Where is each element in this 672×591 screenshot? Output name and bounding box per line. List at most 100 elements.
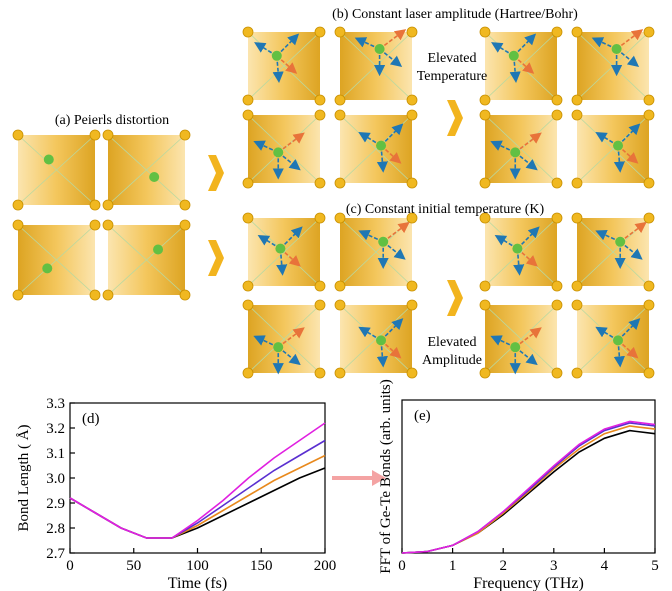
atom-te <box>315 110 325 120</box>
note-b-2: Temperature <box>417 69 488 84</box>
diagram <box>13 27 654 378</box>
atom-te <box>480 110 490 120</box>
atom-te <box>335 300 345 310</box>
y-tick-label: 3.1 <box>46 446 65 462</box>
atom-te <box>180 220 190 230</box>
step-arrow <box>447 100 463 136</box>
atom-te <box>243 95 253 105</box>
atom-te <box>407 178 417 188</box>
atom-te <box>243 368 253 378</box>
atom-te <box>407 368 417 378</box>
atom-ge <box>272 51 282 61</box>
atom-te <box>103 200 113 210</box>
step-arrow <box>208 240 224 276</box>
figure: (a) Peierls distortion (b) Constant lase… <box>0 0 672 591</box>
atom-te <box>243 300 253 310</box>
atom-te <box>552 368 562 378</box>
panel-label: (d) <box>82 411 100 427</box>
atom-te <box>407 95 417 105</box>
note-b-1: Elevated <box>428 51 477 66</box>
atom-te <box>552 95 562 105</box>
x-tick-label: 4 <box>601 558 609 574</box>
atom-ge <box>42 263 52 273</box>
atom-te <box>315 300 325 310</box>
atom-ge <box>375 44 385 54</box>
y-tick-label: 2.7 <box>46 546 65 562</box>
atom-te <box>644 281 654 291</box>
atom-ge <box>510 342 520 352</box>
atom-te <box>13 220 23 230</box>
atom-te <box>552 178 562 188</box>
atom-te <box>315 213 325 223</box>
atom-te <box>572 178 582 188</box>
x-tick-label: 3 <box>550 558 558 574</box>
x-tick-label: 50 <box>126 558 141 574</box>
series-line <box>402 421 655 553</box>
note-c-1: Elevated <box>428 335 477 350</box>
atom-ge <box>376 141 386 151</box>
x-tick-label: 1 <box>449 558 457 574</box>
atom-te <box>480 95 490 105</box>
atom-te <box>13 200 23 210</box>
atom-ge <box>613 141 623 151</box>
atom-te <box>480 300 490 310</box>
y-tick-label: 2.8 <box>46 521 65 537</box>
atom-te <box>243 178 253 188</box>
atom-te <box>335 95 345 105</box>
atom-te <box>480 178 490 188</box>
atom-te <box>644 178 654 188</box>
atom-te <box>90 220 100 230</box>
atom-ge <box>612 44 622 54</box>
atom-ge <box>275 244 285 254</box>
atom-te <box>335 368 345 378</box>
atom-te <box>90 290 100 300</box>
atom-te <box>315 95 325 105</box>
atom-te <box>243 110 253 120</box>
atom-te <box>407 281 417 291</box>
atom-te <box>480 27 490 37</box>
atom-te <box>103 130 113 140</box>
atom-ge <box>615 237 625 247</box>
atom-te <box>315 27 325 37</box>
atom-te <box>572 213 582 223</box>
series-line <box>70 423 325 538</box>
y-tick-label: 2.9 <box>46 496 65 512</box>
atom-te <box>480 368 490 378</box>
atom-ge <box>613 335 623 345</box>
y-tick-label: 3.3 <box>46 396 65 412</box>
atom-te <box>644 368 654 378</box>
x-tick-label: 200 <box>314 558 337 574</box>
atom-te <box>180 290 190 300</box>
atom-te <box>315 178 325 188</box>
series-line <box>70 456 325 539</box>
atom-te <box>243 281 253 291</box>
atom-ge <box>273 147 283 157</box>
atom-ge <box>376 335 386 345</box>
x-tick-label: 0 <box>398 558 406 574</box>
step-arrow <box>208 155 224 191</box>
series-line <box>70 441 325 539</box>
note-c-2: Amplitude <box>422 353 482 368</box>
atom-te <box>335 27 345 37</box>
x-axis-label: Time (fs) <box>168 575 227 591</box>
atom-te <box>644 213 654 223</box>
atom-te <box>103 220 113 230</box>
x-tick-label: 150 <box>250 558 273 574</box>
atom-te <box>407 27 417 37</box>
atom-te <box>90 130 100 140</box>
atom-te <box>407 110 417 120</box>
atom-te <box>644 95 654 105</box>
panel-label: (e) <box>414 408 431 424</box>
atom-te <box>644 110 654 120</box>
atom-ge <box>510 147 520 157</box>
atom-te <box>572 300 582 310</box>
atom-te <box>335 281 345 291</box>
panel-b-title: (b) Constant laser amplitude (Hartree/Bo… <box>332 7 578 22</box>
y-tick-label: 3.0 <box>46 471 65 487</box>
atom-te <box>335 213 345 223</box>
atom-ge <box>149 172 159 182</box>
atom-ge <box>378 237 388 247</box>
atom-te <box>180 200 190 210</box>
atom-te <box>552 213 562 223</box>
atom-te <box>572 95 582 105</box>
